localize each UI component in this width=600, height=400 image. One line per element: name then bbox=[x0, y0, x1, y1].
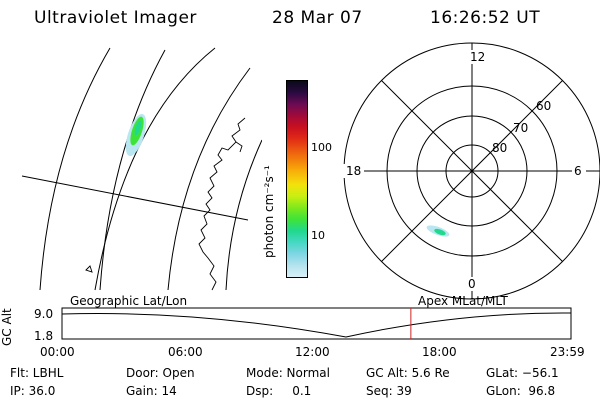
status-dsp: Dsp: 0.1 bbox=[246, 384, 312, 398]
mlat-label-70: 70 bbox=[513, 121, 528, 135]
timeline-ytick-1.8: 1.8 bbox=[34, 329, 54, 343]
instrument-title: Ultraviolet Imager bbox=[34, 8, 197, 28]
timeline-xtick-0600: 06:00 bbox=[168, 345, 203, 359]
status-filter: Flt: LBHL bbox=[10, 366, 64, 380]
timeline-xtick-2359: 23:59 bbox=[550, 345, 585, 359]
timeline-right-title: Apex MLat/MLT bbox=[418, 294, 508, 308]
timeline-xtick-0000: 00:00 bbox=[40, 345, 75, 359]
status-mode: Mode: Normal bbox=[246, 366, 330, 380]
status-glat: GLat: −56.1 bbox=[486, 366, 559, 380]
status-seq: Seq: 39 bbox=[366, 384, 412, 398]
status-glon: GLon: 96.8 bbox=[486, 384, 556, 398]
latitude-arc bbox=[167, 67, 251, 291]
status-gc-alt: GC Alt: 5.6 Re bbox=[366, 366, 450, 380]
aurora-emission-polar bbox=[426, 225, 450, 237]
time-label: 16:26:52 UT bbox=[430, 8, 541, 28]
latitude-arc bbox=[39, 47, 111, 291]
mlt-label-0: 0 bbox=[468, 277, 476, 291]
coastline bbox=[85, 265, 93, 273]
mlt-label-12: 12 bbox=[470, 50, 485, 64]
mlt-label-6: 6 bbox=[574, 164, 582, 178]
mlat-label-80: 80 bbox=[492, 141, 507, 155]
date-label: 28 Mar 07 bbox=[272, 8, 363, 28]
colorbar bbox=[286, 80, 308, 278]
status-ip: IP: 36.0 bbox=[10, 384, 56, 398]
status-gain: Gain: 14 bbox=[126, 384, 177, 398]
colorbar-tick-10: 10 bbox=[311, 229, 325, 242]
timeline-xtick-1800: 18:00 bbox=[422, 345, 457, 359]
aurora-emission-geo bbox=[125, 113, 147, 157]
status-door: Door: Open bbox=[126, 366, 195, 380]
timeline-left-title: Geographic Lat/Lon bbox=[70, 294, 188, 308]
mlt-label-18: 18 bbox=[346, 164, 361, 178]
mlat-label-60: 60 bbox=[536, 99, 551, 113]
timeline-xtick-1200: 12:00 bbox=[295, 345, 330, 359]
timeline-ytick-9: 9.0 bbox=[34, 307, 54, 321]
latitude-arc bbox=[225, 139, 262, 291]
longitude-line bbox=[21, 175, 249, 221]
coastline bbox=[198, 117, 246, 291]
latitude-arc bbox=[99, 49, 166, 291]
coastline bbox=[235, 141, 243, 153]
altitude-curve bbox=[61, 312, 572, 338]
colorbar-tick-100: 100 bbox=[311, 141, 332, 154]
